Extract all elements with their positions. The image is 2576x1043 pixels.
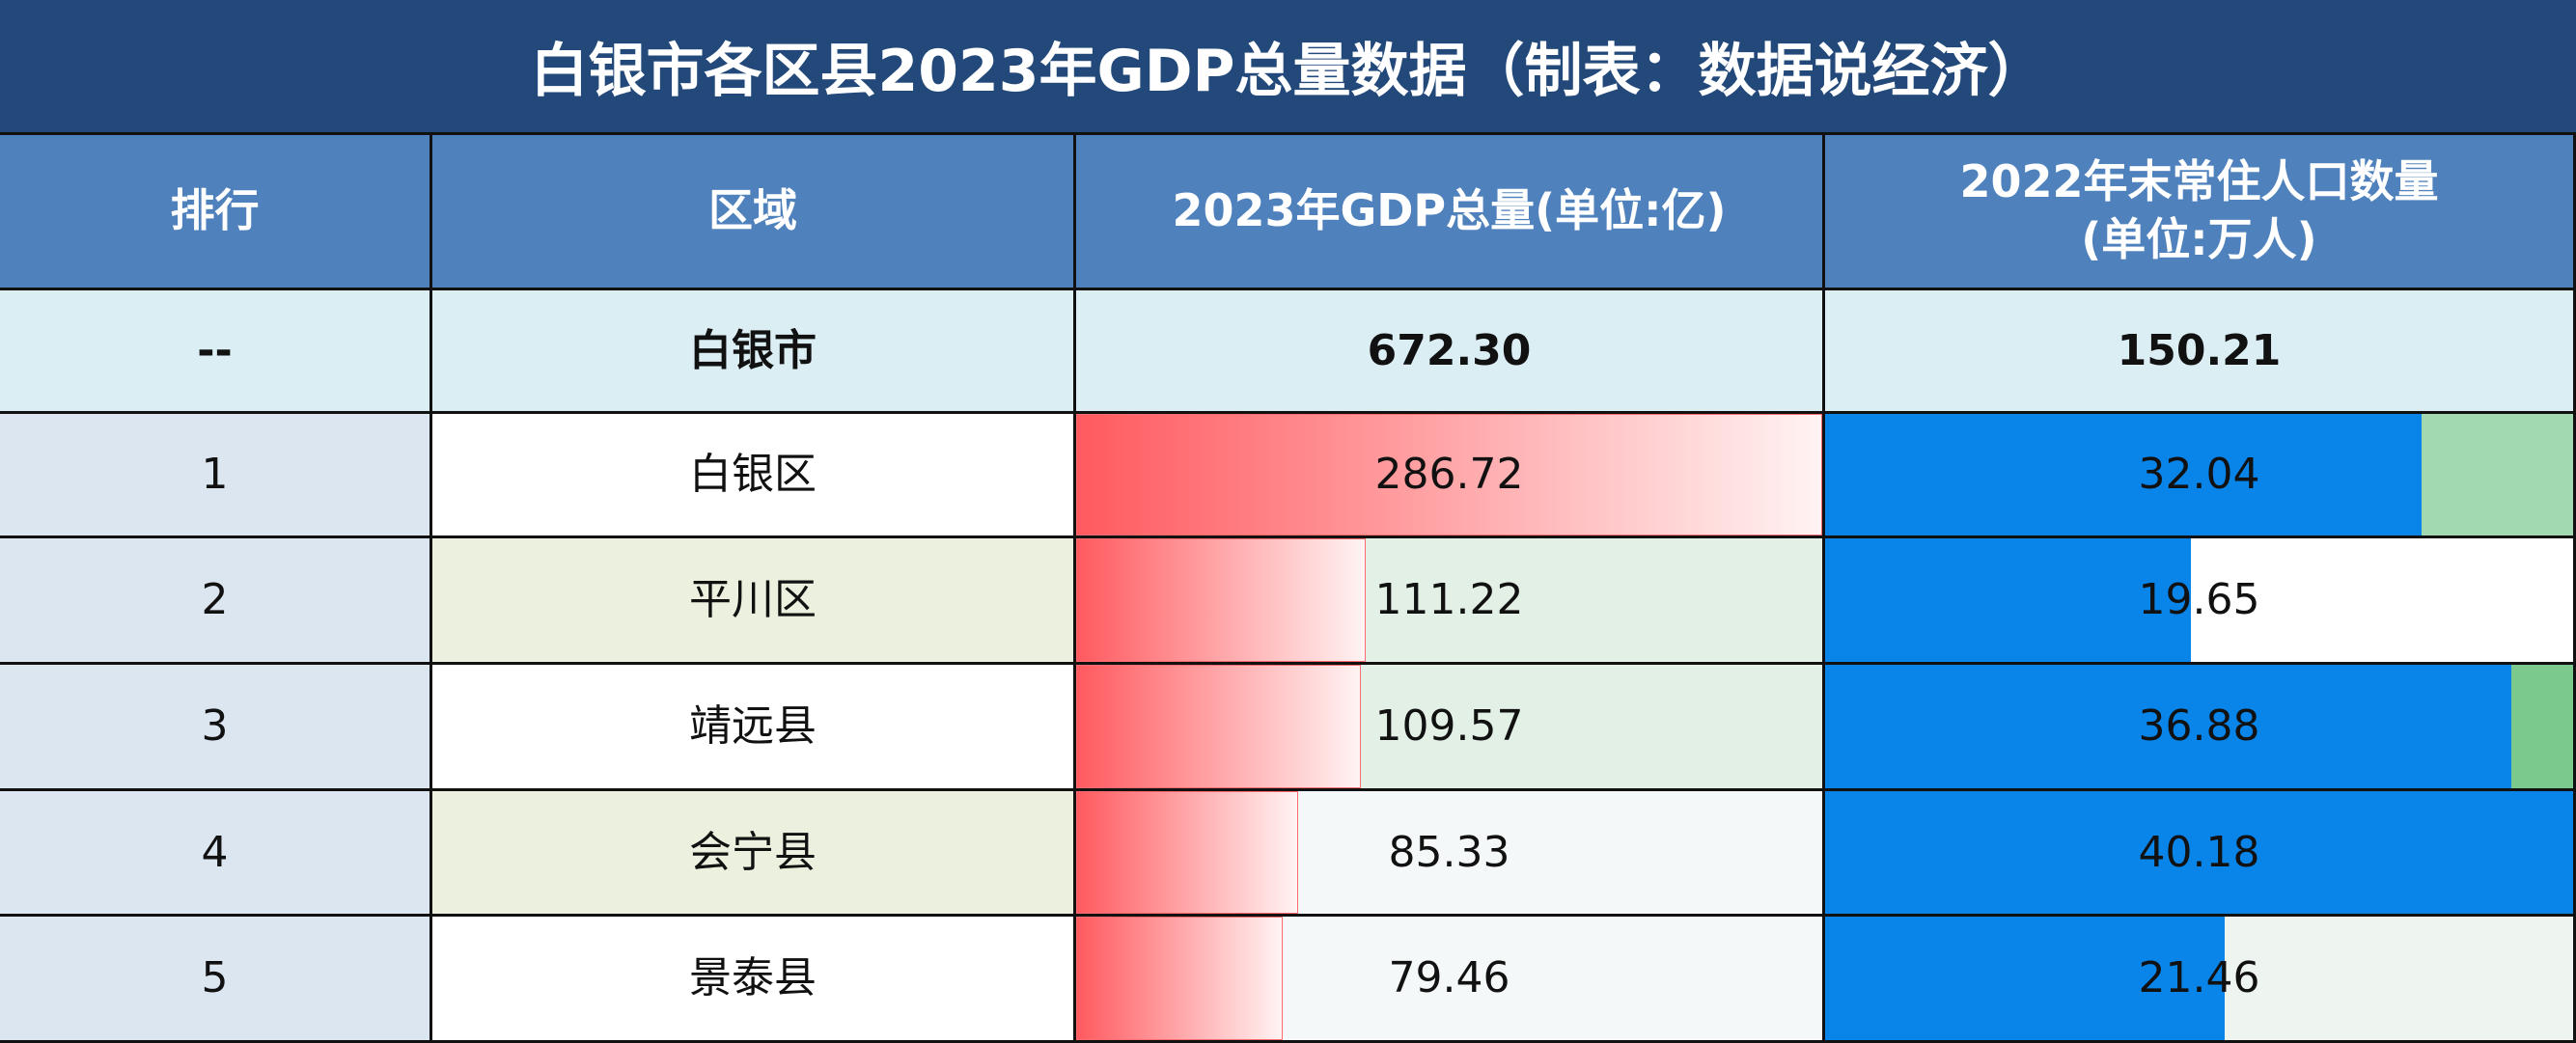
cell-text: 40.18 [2138, 827, 2260, 877]
pop-bar [1825, 665, 2512, 788]
cell-text: 85.33 [1388, 827, 1510, 877]
cell-text: 286.72 [1374, 450, 1524, 500]
cell-text: 景泰县 [689, 953, 817, 1003]
cell-text: 5 [201, 953, 229, 1003]
total-cell: 150.21 [1825, 290, 2576, 414]
cell-text: 19.65 [2138, 575, 2260, 625]
cell-text: 36.88 [2138, 701, 2260, 752]
cell-text: 区域 [708, 184, 797, 237]
cell-text: 白银区 [689, 450, 817, 500]
cell-text: 672.30 [1367, 325, 1532, 375]
pop-cell: 21.46 [1825, 917, 2576, 1043]
cell-text: 109.57 [1374, 701, 1524, 752]
cell-text: 3 [201, 701, 229, 752]
header-cell: 区域 [432, 135, 1076, 290]
cell-text: 2022年末常住人口数量 (单位:万人) [1959, 155, 2439, 265]
total-cell: 672.30 [1076, 290, 1825, 414]
pop-cell: 19.65 [1825, 538, 2576, 665]
cell-text: 4 [201, 827, 229, 877]
gdp-cell: 286.72 [1076, 414, 1825, 538]
cell-text: 111.22 [1374, 575, 1524, 625]
pop-cell: 32.04 [1825, 414, 2576, 538]
pop-bar [1825, 538, 2191, 662]
cell-text: 150.21 [2117, 325, 2282, 375]
gdp-bar [1076, 917, 1284, 1040]
total-cell: -- [0, 290, 432, 414]
cell-text: 白银市 [689, 325, 817, 375]
region-cell: 平川区 [432, 538, 1076, 665]
total-cell: 白银市 [432, 290, 1076, 414]
pop-bar [1825, 414, 2422, 535]
rank-cell: 3 [0, 665, 432, 791]
cell-text: 2023年GDP总量(单位:亿) [1172, 184, 1727, 237]
cell-text: 平川区 [689, 575, 817, 625]
region-cell: 景泰县 [432, 917, 1076, 1043]
pop-bar [1825, 791, 2573, 914]
gdp-bar [1076, 538, 1366, 662]
pop-bar [1825, 917, 2225, 1040]
pop-cell: 36.88 [1825, 665, 2576, 791]
table-title: 白银市各区县2023年GDP总量数据（制表：数据说经济） [0, 0, 2576, 135]
header-cell: 2022年末常住人口数量 (单位:万人) [1825, 135, 2576, 290]
cell-text: 排行 [170, 184, 260, 237]
cell-text: 79.46 [1388, 953, 1510, 1003]
rank-cell: 2 [0, 538, 432, 665]
cell-text: 32.04 [2138, 450, 2260, 500]
gdp-cell: 109.57 [1076, 665, 1825, 791]
rank-cell: 5 [0, 917, 432, 1043]
cell-text: -- [197, 325, 233, 375]
gdp-bar [1076, 414, 1822, 535]
gdp-bar [1076, 791, 1299, 914]
region-cell: 白银区 [432, 414, 1076, 538]
gdp-cell: 111.22 [1076, 538, 1825, 665]
gdp-cell: 85.33 [1076, 791, 1825, 917]
cell-text: 会宁县 [689, 827, 817, 877]
cell-text: 21.46 [2138, 953, 2260, 1003]
pop-cell: 40.18 [1825, 791, 2576, 917]
gdp-cell: 79.46 [1076, 917, 1825, 1043]
rank-cell: 1 [0, 414, 432, 538]
region-cell: 靖远县 [432, 665, 1076, 791]
rank-cell: 4 [0, 791, 432, 917]
header-cell: 2023年GDP总量(单位:亿) [1076, 135, 1825, 290]
gdp-bar [1076, 665, 1362, 788]
cell-text: 靖远县 [689, 701, 817, 752]
cell-text: 1 [201, 450, 229, 500]
cell-text: 2 [201, 575, 229, 625]
region-cell: 会宁县 [432, 791, 1076, 917]
header-cell: 排行 [0, 135, 432, 290]
